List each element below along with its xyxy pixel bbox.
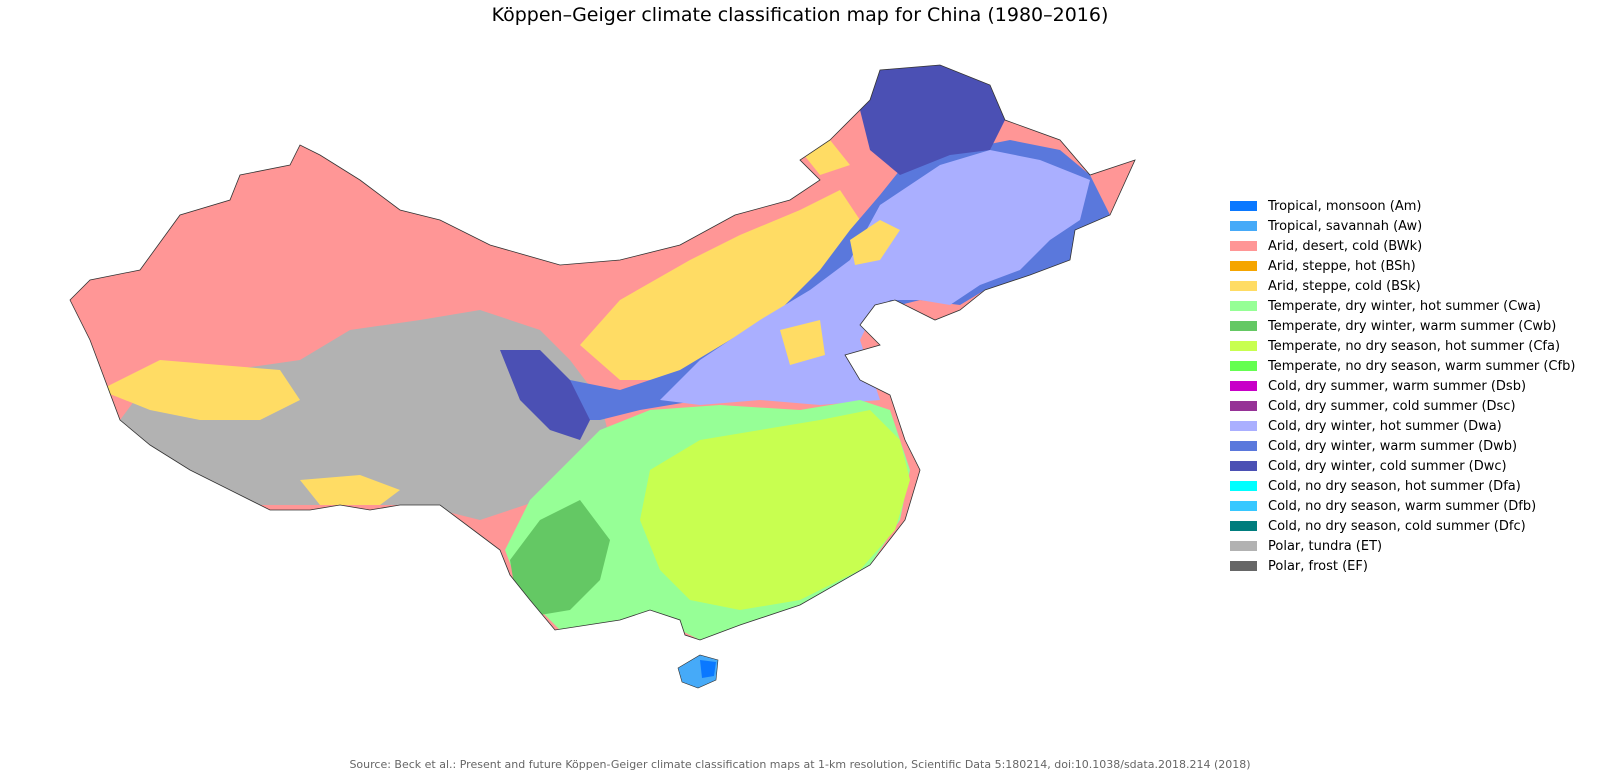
legend-label: Temperate, no dry season, hot summer (Cf…: [1268, 338, 1561, 354]
legend-item: Cold, dry summer, warm summer (Dsb): [1230, 376, 1575, 396]
legend-swatch: [1230, 361, 1257, 371]
china-climate-map: [40, 50, 1200, 710]
legend-label: Cold, no dry season, cold summer (Dfc): [1268, 518, 1526, 534]
legend: Tropical, monsoon (Am) Tropical, savannah…: [1230, 196, 1575, 576]
legend-label: Cold, dry winter, warm summer (Dwb): [1268, 438, 1518, 454]
legend-label: Cold, dry summer, cold summer (Dsc): [1268, 398, 1516, 414]
legend-label: Cold, dry winter, hot summer (Dwa): [1268, 418, 1502, 434]
legend-item: Cold, dry summer, cold summer (Dsc): [1230, 396, 1575, 416]
legend-item: Cold, no dry season, hot summer (Dfa): [1230, 476, 1575, 496]
legend-item: Tropical, savannah (Aw): [1230, 216, 1575, 236]
legend-label: Temperate, dry winter, warm summer (Cwb): [1268, 318, 1557, 334]
legend-item: Arid, desert, cold (BWk): [1230, 236, 1575, 256]
legend-swatch: [1230, 301, 1257, 311]
map-title: Köppen–Geiger climate classification map…: [491, 4, 1109, 26]
legend-item: Cold, no dry season, warm summer (Dfb): [1230, 496, 1575, 516]
region-dwa: [660, 150, 1090, 405]
region-dwc-west: [500, 350, 590, 440]
legend-swatch: [1230, 401, 1257, 411]
region-bsk-north: [580, 190, 860, 380]
legend-label: Cold, no dry season, hot summer (Dfa): [1268, 478, 1521, 494]
legend-label: Cold, dry summer, warm summer (Dsb): [1268, 378, 1527, 394]
climate-regions: [70, 65, 1135, 640]
legend-item: Temperate, dry winter, hot summer (Cwa): [1230, 296, 1575, 316]
legend-swatch: [1230, 321, 1257, 331]
legend-item: Temperate, dry winter, warm summer (Cwb): [1230, 316, 1575, 336]
source-caption: Source: Beck et al.: Present and future …: [349, 758, 1251, 771]
legend-swatch: [1230, 221, 1257, 231]
china-outline: [69, 64, 1136, 641]
legend-swatch: [1230, 561, 1257, 571]
legend-label: Arid, desert, cold (BWk): [1268, 238, 1423, 254]
region-bsk-central: [780, 320, 825, 365]
legend-item: Polar, tundra (ET): [1230, 536, 1575, 556]
legend-item: Tropical, monsoon (Am): [1230, 196, 1575, 216]
legend-item: Cold, no dry season, cold summer (Dfc): [1230, 516, 1575, 536]
legend-item: Temperate, no dry season, hot summer (Cf…: [1230, 336, 1575, 356]
legend-item: Cold, dry winter, hot summer (Dwa): [1230, 416, 1575, 436]
legend-swatch: [1230, 381, 1257, 391]
legend-swatch: [1230, 281, 1257, 291]
legend-label: Cold, no dry season, warm summer (Dfb): [1268, 498, 1537, 514]
legend-label: Polar, frost (EF): [1268, 558, 1368, 574]
legend-label: Arid, steppe, hot (BSh): [1268, 258, 1416, 274]
legend-label: Tropical, monsoon (Am): [1268, 198, 1422, 214]
legend-item: Polar, frost (EF): [1230, 556, 1575, 576]
legend-item: Cold, dry winter, cold summer (Dwc): [1230, 456, 1575, 476]
legend-swatch: [1230, 241, 1257, 251]
legend-swatch: [1230, 441, 1257, 451]
legend-swatch: [1230, 501, 1257, 511]
region-dwc-northeast: [860, 65, 1005, 175]
legend-label: Arid, steppe, cold (BSk): [1268, 278, 1421, 294]
region-cwb: [510, 500, 610, 615]
region-bsk-patch: [850, 220, 900, 265]
region-hainan-am: [700, 660, 716, 678]
legend-swatch: [1230, 341, 1257, 351]
legend-swatch: [1230, 481, 1257, 491]
legend-swatch: [1230, 541, 1257, 551]
legend-swatch: [1230, 201, 1257, 211]
legend-swatch: [1230, 521, 1257, 531]
legend-label: Temperate, dry winter, hot summer (Cwa): [1268, 298, 1541, 314]
legend-item: Temperate, no dry season, warm summer (C…: [1230, 356, 1575, 376]
legend-item: Cold, dry winter, warm summer (Dwb): [1230, 436, 1575, 456]
legend-swatch: [1230, 261, 1257, 271]
region-bsk-southwest: [300, 475, 400, 505]
region-bsk-west: [100, 360, 300, 420]
legend-swatch: [1230, 461, 1257, 471]
legend-swatch: [1230, 421, 1257, 431]
legend-label: Cold, dry winter, cold summer (Dwc): [1268, 458, 1507, 474]
region-cfa: [640, 410, 910, 610]
legend-item: Arid, steppe, cold (BSk): [1230, 276, 1575, 296]
legend-label: Temperate, no dry season, warm summer (C…: [1268, 358, 1576, 374]
legend-label: Polar, tundra (ET): [1268, 538, 1383, 554]
legend-label: Tropical, savannah (Aw): [1268, 218, 1423, 234]
region-et: [120, 310, 610, 520]
legend-item: Arid, steppe, hot (BSh): [1230, 256, 1575, 276]
